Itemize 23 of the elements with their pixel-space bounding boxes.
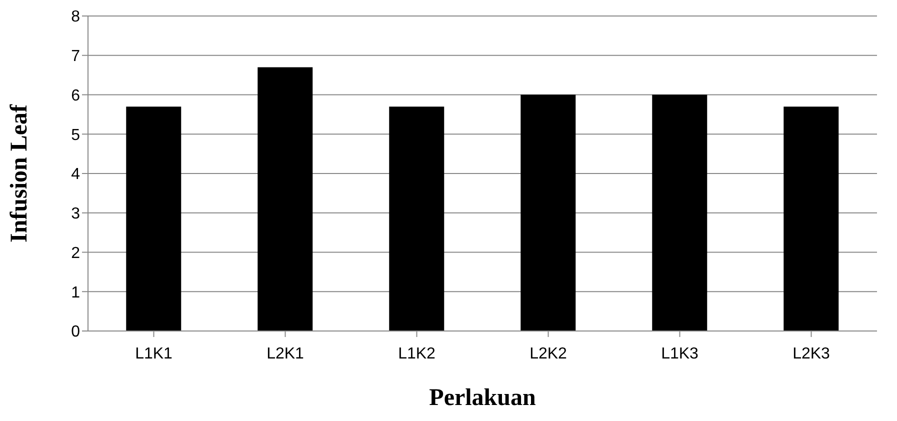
x-tick-label: L2K1 xyxy=(266,345,304,362)
x-tick-label: L2K2 xyxy=(530,345,568,362)
x-tick-label: L1K1 xyxy=(135,345,173,362)
bar xyxy=(784,106,839,331)
y-axis-title: Infusion Leaf xyxy=(6,103,33,243)
x-tick-label: L2K3 xyxy=(792,345,830,362)
y-tick-label: 2 xyxy=(71,244,80,262)
x-tick-label: L1K2 xyxy=(398,345,436,362)
bar xyxy=(389,106,444,331)
y-tick-label: 6 xyxy=(71,87,80,104)
y-tick-label: 8 xyxy=(71,8,80,26)
bar xyxy=(126,106,182,331)
bar xyxy=(520,94,576,331)
bar xyxy=(652,94,708,331)
y-tick-label: 4 xyxy=(71,166,80,184)
x-axis-title: Perlakuan xyxy=(429,385,536,411)
y-tick-label: 0 xyxy=(71,324,80,341)
x-tick-label: L1K3 xyxy=(661,345,699,362)
bar xyxy=(258,67,313,331)
y-tick-label: 1 xyxy=(71,284,80,302)
y-tick-label: 5 xyxy=(71,126,80,144)
y-tick-label: 7 xyxy=(71,48,80,66)
y-tick-label: 3 xyxy=(71,206,80,223)
